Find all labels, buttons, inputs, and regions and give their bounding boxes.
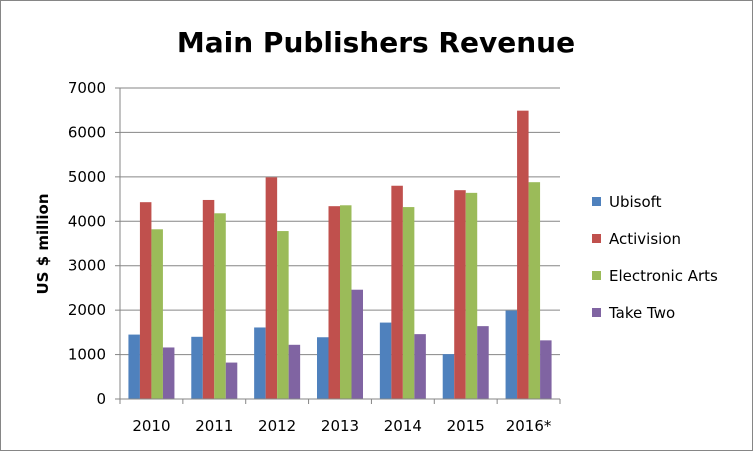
legend-label: Electronic Arts <box>609 267 718 285</box>
bar-electronic-arts <box>465 192 478 399</box>
x-tick-labels: 2010 2011 2012 2013 2014 2015 2016* <box>119 399 561 435</box>
bar-electronic-arts <box>214 213 226 399</box>
bar-electronic-arts <box>402 207 415 399</box>
bar-ubisoft <box>254 327 266 399</box>
bar-take-two <box>225 362 238 399</box>
y-tick-label: 1000 <box>68 346 106 364</box>
bar-activision <box>328 206 340 399</box>
chart-title: Main Publishers Revenue <box>177 26 575 59</box>
bars <box>128 110 552 399</box>
bar-ubisoft <box>317 337 329 399</box>
bar-activision <box>454 190 466 399</box>
bar-ubisoft <box>379 322 392 399</box>
y-tick-label: 2000 <box>68 301 106 319</box>
y-tick-label: 6000 <box>68 123 106 141</box>
legend-swatch <box>592 234 601 243</box>
bar-ubisoft <box>442 354 455 399</box>
bar-activision <box>265 177 278 399</box>
bar-take-two <box>162 347 175 399</box>
bar-activision <box>391 185 403 399</box>
y-axis-label: US $ million <box>34 193 52 294</box>
x-tick-label: 2012 <box>258 417 296 435</box>
bar-take-two <box>351 289 363 399</box>
bar-ubisoft <box>191 336 203 399</box>
legend: Ubisoft Activision Electronic Arts Take Two <box>592 193 718 322</box>
y-tick-label: 7000 <box>68 79 106 97</box>
bar-electronic-arts <box>528 182 541 399</box>
x-tick-label: 2015 <box>447 417 485 435</box>
axes <box>119 88 560 400</box>
legend-label: Take Two <box>608 304 675 322</box>
legend-swatch <box>592 197 601 206</box>
bar-take-two <box>288 344 301 399</box>
bar-electronic-arts <box>277 231 289 399</box>
x-tick-label: 2011 <box>195 417 233 435</box>
x-tick-label: 2016* <box>506 417 552 435</box>
x-tick-label: 2010 <box>132 417 170 435</box>
bar-take-two <box>477 326 489 399</box>
y-tick-label: 3000 <box>68 257 106 275</box>
y-tick-labels: 0 1000 2000 3000 4000 5000 6000 7000 <box>68 79 120 408</box>
bar-activision <box>517 110 529 399</box>
bar-ubisoft <box>128 334 140 399</box>
bar-activision <box>139 202 152 399</box>
bar-activision <box>202 199 215 399</box>
bar-ubisoft <box>505 310 518 399</box>
x-tick-label: 2014 <box>384 417 422 435</box>
bar-electronic-arts <box>340 205 352 399</box>
y-tick-label: 5000 <box>68 168 106 186</box>
legend-swatch <box>592 271 601 280</box>
y-tick-label: 0 <box>96 390 106 408</box>
legend-swatch <box>592 308 601 317</box>
x-tick-label: 2013 <box>321 417 359 435</box>
bar-take-two <box>540 340 552 399</box>
y-tick-label: 4000 <box>68 212 106 230</box>
legend-label: Ubisoft <box>609 193 662 211</box>
legend-label: Activision <box>609 230 681 248</box>
bar-take-two <box>414 334 426 399</box>
bar-electronic-arts <box>151 229 163 399</box>
